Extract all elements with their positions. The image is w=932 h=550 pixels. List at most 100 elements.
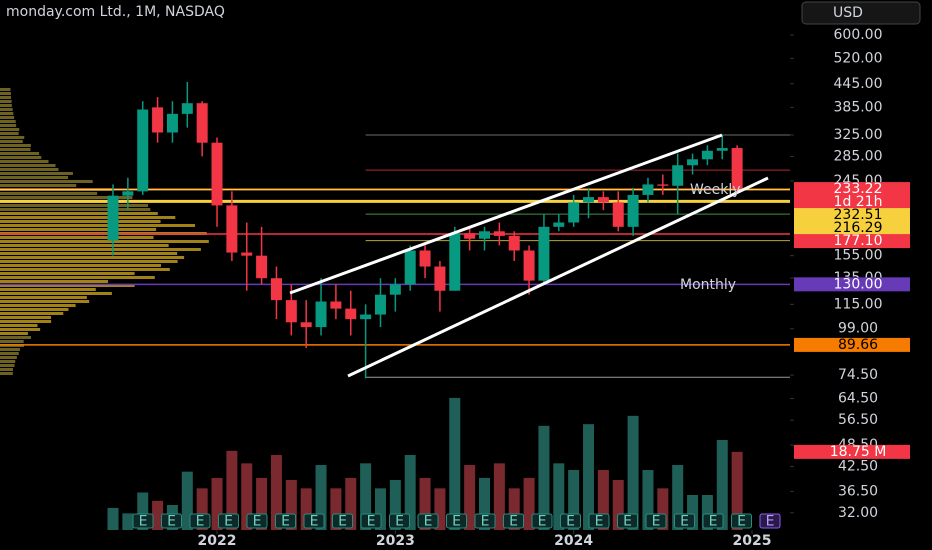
earnings-icon [275, 513, 296, 529]
profile-bar [0, 144, 31, 147]
earnings-icon [161, 513, 182, 529]
candle-body [211, 142, 223, 206]
volume-bar [523, 477, 535, 530]
profile-bar [0, 280, 109, 283]
volume-bar [226, 450, 238, 530]
y-tick-label: 64.50 [838, 391, 878, 407]
candle-body [716, 148, 728, 151]
volume-bar [449, 397, 461, 530]
volume-bar [583, 424, 595, 530]
candle-body [672, 165, 684, 186]
profile-bar [0, 352, 19, 355]
candle-body [612, 202, 624, 227]
profile-bar [0, 220, 161, 223]
volume-bar [434, 488, 446, 530]
annotation: Weekly [690, 182, 741, 198]
profile-bar [0, 360, 16, 363]
volume-bar [701, 495, 713, 530]
profile-bar [0, 152, 40, 155]
profile-bar [0, 304, 76, 307]
profile-bar [0, 112, 14, 115]
candle-body [583, 197, 595, 203]
volume-bar [137, 492, 149, 530]
profile-bar [0, 312, 64, 315]
profile-bar [0, 244, 169, 247]
candle-body [315, 301, 327, 328]
earnings-icon [588, 513, 610, 529]
x-tick-label: 2025 [732, 533, 771, 549]
earnings-label: E [338, 514, 347, 530]
earnings-icon [645, 513, 667, 529]
volume-bar [597, 470, 609, 530]
candle-body [374, 294, 386, 315]
candle-body [597, 197, 609, 203]
profile-bar [0, 264, 161, 267]
countdown-tag [794, 195, 910, 210]
earnings-label: E [196, 514, 205, 530]
profile-bar [0, 148, 31, 151]
profile-bar [0, 332, 28, 335]
profile-bar [0, 192, 98, 195]
profile-bar [0, 140, 23, 143]
volume-bar [716, 440, 728, 530]
candle-body [300, 322, 312, 328]
earnings-icon [417, 513, 439, 529]
earnings-icon [332, 513, 353, 529]
y-tick-label: 155.00 [834, 248, 883, 264]
earnings-icon [617, 513, 638, 529]
profile-bar [0, 132, 19, 135]
profile-bar [0, 260, 178, 263]
profile-bar [0, 228, 157, 231]
currency-label[interactable]: USD [833, 5, 863, 21]
earnings-icon [189, 513, 211, 529]
earnings-label: E [481, 514, 490, 530]
volume-bar [345, 477, 357, 530]
candle-body [449, 233, 461, 291]
candle-body [345, 308, 357, 320]
profile-bar [0, 136, 25, 139]
profile-bar [0, 320, 52, 323]
earnings-icon [303, 513, 325, 529]
volume-bar [657, 488, 669, 530]
profile-bar [0, 128, 20, 131]
channel-line [289, 133, 723, 295]
channel-line [347, 176, 769, 378]
earnings-icon [531, 513, 553, 529]
profile-bar [0, 88, 11, 91]
candle-body [687, 159, 699, 166]
earnings-label: E [737, 514, 746, 530]
earnings-label: E [652, 514, 661, 530]
level-label: 232.51 [834, 207, 883, 223]
volume-bar [627, 415, 639, 530]
profile-bar [0, 120, 16, 123]
candle-body [568, 202, 580, 223]
profile-bar [0, 368, 13, 371]
candle-body [270, 278, 282, 301]
level-tag [794, 277, 910, 292]
profile-bar [0, 224, 196, 227]
candle-body [731, 148, 743, 190]
level-label: 89.66 [838, 337, 878, 353]
volume-bar [464, 465, 476, 530]
candle-body [196, 103, 208, 143]
candle-body [553, 222, 565, 227]
level-label: 130.00 [834, 276, 883, 292]
earnings-label: E [680, 514, 689, 530]
volume-bar [687, 495, 699, 530]
volume-bar [122, 513, 134, 530]
earnings-icon [474, 513, 496, 529]
earnings-label: E [623, 514, 632, 530]
earnings-icon [702, 513, 724, 529]
profile-bar [0, 216, 176, 219]
earnings-icon [759, 513, 781, 529]
profile-bar [0, 328, 41, 331]
volume-bar [731, 451, 743, 530]
candle-body [701, 150, 713, 160]
volume-bar [241, 463, 253, 530]
currency-button[interactable] [801, 1, 921, 25]
level-tag [794, 234, 910, 249]
profile-bar [0, 364, 15, 367]
candle-body [285, 300, 297, 323]
candle-body [166, 113, 178, 133]
profile-bar [0, 356, 17, 359]
